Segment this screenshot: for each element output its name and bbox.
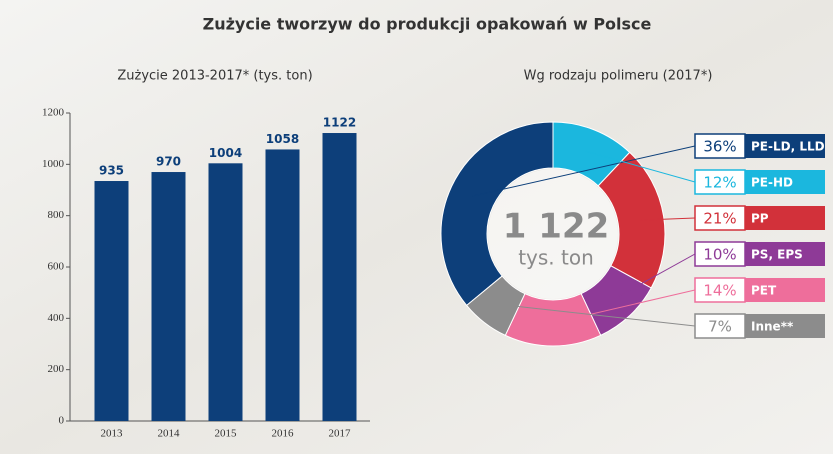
legend-name: PE-LD, LLD xyxy=(751,140,825,154)
leader-line xyxy=(552,289,696,324)
leader-line xyxy=(472,145,696,197)
bar-value-label: 970 xyxy=(156,155,181,169)
leader-line xyxy=(585,150,696,183)
legend-name: Inne** xyxy=(751,320,794,334)
legend-percent: 10% xyxy=(703,246,736,264)
legend-name-box xyxy=(745,314,825,338)
leader-line xyxy=(640,217,696,221)
bar-value-label: 935 xyxy=(99,164,124,178)
y-tick-label: 1200 xyxy=(42,107,65,119)
legend-percent-box xyxy=(694,241,746,267)
legend-name-box xyxy=(745,134,825,158)
bar-chart: 0 200 400 600 800 1000 1200 935 2013 970 2014 1004 2… xyxy=(42,107,370,440)
bar xyxy=(265,149,300,422)
y-tick-label: 800 xyxy=(48,209,65,221)
center-label: 1 122 xyxy=(503,207,609,247)
bar xyxy=(151,172,186,421)
legend-percent-box xyxy=(694,205,746,231)
legend-name-box xyxy=(745,206,825,230)
bar xyxy=(322,133,357,421)
legend-percent-box xyxy=(694,133,746,159)
legend-name: PS, EPS xyxy=(751,248,803,262)
legend-name: PP xyxy=(751,212,769,226)
y-tick-label: 200 xyxy=(48,363,65,375)
y-tick-label: 400 xyxy=(48,312,65,324)
donut-chart-title: Wg rodzaju polimeru (2017*) xyxy=(524,69,713,84)
bar-value-label: 1004 xyxy=(209,146,242,160)
legend-percent: 7% xyxy=(708,318,732,336)
donut-hole xyxy=(488,169,618,299)
legend-name-box xyxy=(745,278,825,302)
legend-percent: 21% xyxy=(703,210,736,228)
y-tick-label: 0 xyxy=(59,415,65,427)
leader-line xyxy=(613,253,696,300)
legend-name-box xyxy=(745,170,825,194)
x-tick-label: 2017 xyxy=(329,428,352,440)
y-tick-label: 1000 xyxy=(42,158,65,170)
x-tick-label: 2015 xyxy=(215,428,238,440)
y-tick-label: 600 xyxy=(48,261,65,273)
bar-chart-title: Zużycie 2013-2017* (tys. ton) xyxy=(117,69,312,84)
donut-slice xyxy=(465,275,526,337)
legend-percent: 14% xyxy=(703,282,736,300)
bar-value-label: 1058 xyxy=(266,132,299,146)
x-tick-label: 2014 xyxy=(158,428,181,440)
x-tick-label: 2016 xyxy=(272,428,295,440)
legend-percent: 36% xyxy=(703,138,736,156)
main-title: Zużycie tworzyw do produkcji opakowań w … xyxy=(203,15,652,34)
donut-slice xyxy=(440,121,554,307)
bar xyxy=(94,181,129,421)
legend-percent: 12% xyxy=(703,174,736,192)
legend-name-box xyxy=(745,242,825,266)
center-sublabel: tys. ton xyxy=(518,246,594,270)
x-tick-label: 2013 xyxy=(101,428,124,440)
legend-name: PE-HD xyxy=(751,176,793,190)
bar xyxy=(208,163,243,421)
bar-value-label: 1122 xyxy=(323,116,356,130)
legend-name: PET xyxy=(751,284,777,298)
leader-line xyxy=(498,303,696,327)
